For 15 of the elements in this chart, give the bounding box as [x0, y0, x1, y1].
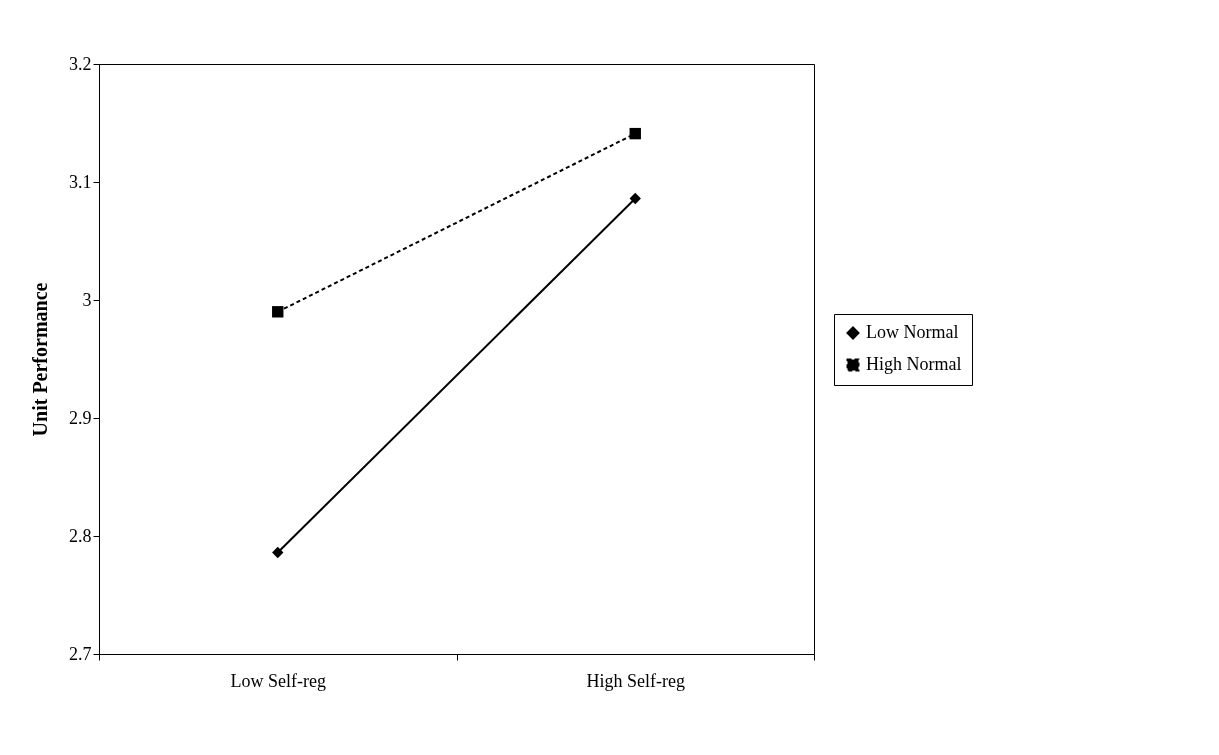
legend-label: High Normal — [866, 354, 962, 374]
x-tick-label: Low Self-reg — [230, 670, 326, 691]
legend-label: Low Normal — [866, 322, 959, 342]
y-tick-label: 3 — [82, 289, 92, 310]
point — [629, 192, 641, 205]
y-tick-label: 2.9 — [69, 407, 92, 428]
y-axis-title: Unit Performance — [29, 282, 51, 437]
y-tick-label: 3.2 — [69, 53, 92, 74]
x-tick-label: High Self-reg — [586, 670, 685, 691]
point — [629, 127, 641, 140]
point — [272, 306, 284, 318]
y-tick-label: 2.8 — [69, 525, 92, 546]
point — [272, 546, 284, 559]
y-tick-label: 3.1 — [69, 171, 92, 192]
y-tick-label: 2.7 — [69, 643, 92, 664]
